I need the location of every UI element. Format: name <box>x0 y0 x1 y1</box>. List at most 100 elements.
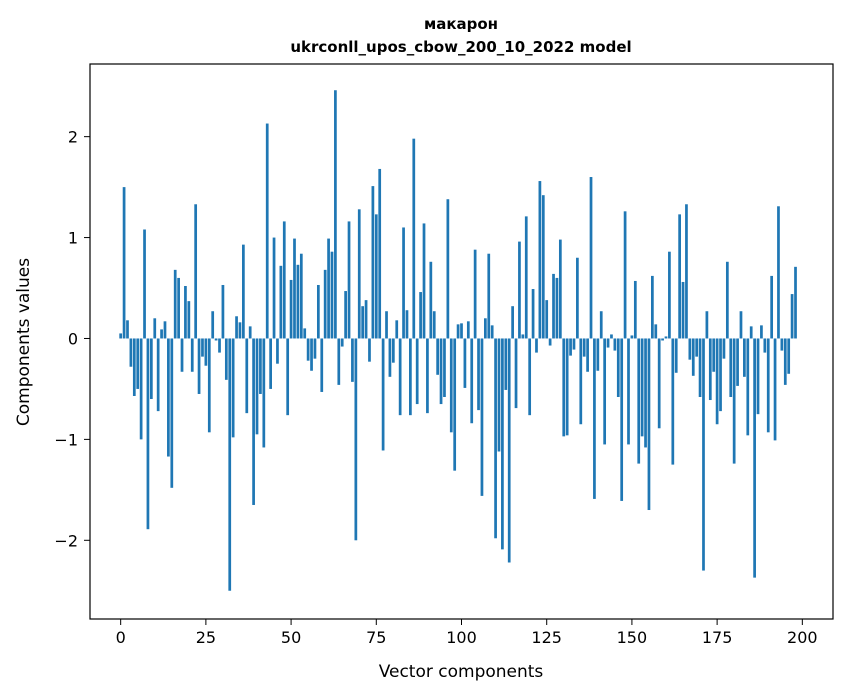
bar-3 <box>129 338 133 367</box>
bar-117 <box>518 241 521 339</box>
bar-17 <box>177 277 180 339</box>
bar-130 <box>562 338 566 437</box>
bar-43 <box>265 123 269 339</box>
bar-134 <box>576 257 579 339</box>
bar-93 <box>436 338 440 375</box>
bar-119 <box>524 216 528 339</box>
bar-96 <box>446 199 450 339</box>
bar-189 <box>763 338 767 353</box>
bar-97 <box>449 338 453 433</box>
bar-54 <box>303 328 307 339</box>
bar-120 <box>528 338 532 416</box>
bar-86 <box>412 138 416 339</box>
bar-123 <box>538 181 542 339</box>
bar-60 <box>323 269 327 339</box>
bar-89 <box>422 223 426 339</box>
bar-95 <box>443 338 446 397</box>
bar-66 <box>344 291 347 339</box>
bar-131 <box>565 338 569 436</box>
bar-16 <box>173 269 177 339</box>
x-tick-label: 25 <box>196 628 216 647</box>
bar-146 <box>616 338 620 397</box>
bars <box>119 90 797 591</box>
bar-25 <box>204 338 208 366</box>
bar-141 <box>599 311 603 339</box>
bar-81 <box>395 320 399 339</box>
bar-180 <box>732 338 736 464</box>
bar-52 <box>296 264 300 339</box>
bar-44 <box>269 338 273 389</box>
bar-148 <box>623 211 627 339</box>
bar-62 <box>330 251 334 339</box>
bar-67 <box>347 221 351 339</box>
bar-83 <box>402 227 405 339</box>
bar-18 <box>180 338 184 372</box>
bar-140 <box>596 338 600 371</box>
bar-193 <box>777 206 780 339</box>
bar-162 <box>671 338 675 465</box>
bar-48 <box>282 221 286 339</box>
bar-4 <box>132 338 136 396</box>
bar-118 <box>521 334 525 339</box>
bar-88 <box>419 292 422 339</box>
bar-142 <box>603 338 607 445</box>
x-axis-label: Vector components <box>379 662 544 682</box>
bar-157 <box>654 324 658 339</box>
bar-178 <box>725 261 729 339</box>
bar-137 <box>586 338 589 372</box>
bar-104 <box>473 249 477 339</box>
bar-6 <box>139 338 143 440</box>
bar-58 <box>316 284 320 339</box>
bar-149 <box>627 338 630 445</box>
bar-150 <box>630 335 634 339</box>
bar-138 <box>589 177 593 339</box>
bar-181 <box>736 338 739 386</box>
bar-30 <box>221 284 225 339</box>
bar-9 <box>149 338 153 400</box>
x-tick-label: 100 <box>446 628 477 647</box>
bar-77 <box>381 338 385 451</box>
bar-51 <box>293 238 296 339</box>
bar-24 <box>201 338 204 357</box>
bar-68 <box>351 338 354 382</box>
bar-11 <box>156 338 160 412</box>
bar-165 <box>681 281 685 339</box>
bar-111 <box>497 338 501 452</box>
bar-173 <box>708 338 712 401</box>
bar-0 <box>119 333 123 339</box>
bar-21 <box>190 338 194 372</box>
bar-1 <box>122 187 126 339</box>
bar-90 <box>426 338 429 414</box>
bar-39 <box>252 338 255 505</box>
bar-195 <box>783 338 787 385</box>
bar-61 <box>327 238 330 339</box>
bar-190 <box>766 338 770 433</box>
bar-169 <box>695 338 699 357</box>
bar-20 <box>187 301 191 339</box>
bar-10 <box>153 318 157 339</box>
bar-69 <box>354 338 358 541</box>
bar-8 <box>146 338 150 530</box>
bar-179 <box>729 338 733 397</box>
bar-135 <box>579 338 583 425</box>
bar-113 <box>504 338 508 390</box>
y-tick-label: 0 <box>68 329 78 348</box>
bar-50 <box>289 279 293 339</box>
y-tick-label: −1 <box>54 430 78 449</box>
bar-115 <box>511 306 514 339</box>
bar-145 <box>613 338 617 351</box>
bar-71 <box>361 306 365 339</box>
bar-47 <box>279 265 283 339</box>
bar-56 <box>310 338 313 371</box>
bar-125 <box>545 300 549 339</box>
bar-171 <box>702 338 705 571</box>
bar-186 <box>753 338 756 578</box>
bar-72 <box>364 300 368 339</box>
bar-197 <box>790 294 794 339</box>
bar-163 <box>674 338 678 373</box>
bar-45 <box>272 237 276 339</box>
x-tick-label: 50 <box>281 628 301 647</box>
bar-80 <box>391 338 395 363</box>
bar-191 <box>770 275 774 339</box>
bar-132 <box>569 338 572 356</box>
